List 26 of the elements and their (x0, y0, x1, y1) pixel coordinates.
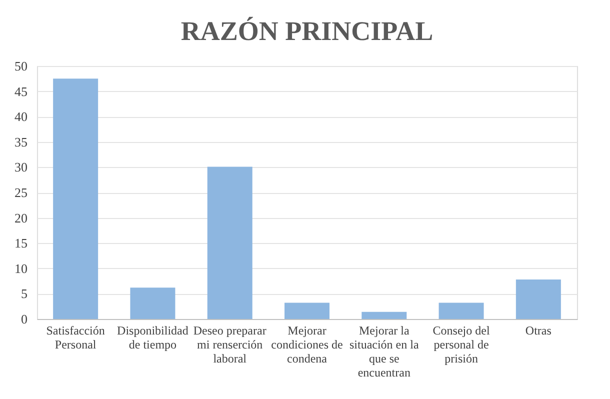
bar (207, 166, 252, 319)
y-tick-label: 35 (14, 134, 28, 150)
x-tick-label: Satisfacción Personal (46, 324, 105, 352)
x-tick-label: Deseo preparar mi renserción laboral (193, 324, 266, 366)
y-tick-label: 15 (14, 236, 28, 251)
x-tick-label: Consejo del personal de prisión (432, 324, 490, 366)
y-tick-label: 40 (14, 109, 28, 124)
bar (438, 302, 484, 319)
x-tick-label: Mejorar la situación en la que se encuentran (349, 324, 420, 380)
bar (53, 78, 98, 319)
chart-title: RAZÓN PRINCIPAL (180, 16, 434, 46)
y-tick-label: 50 (14, 58, 28, 74)
bar (284, 302, 330, 319)
bar (130, 288, 176, 319)
y-tick-label: 0 (21, 312, 28, 326)
bar (362, 312, 407, 319)
x-tick-label: Otras (525, 324, 552, 338)
y-tick-label: 30 (14, 160, 28, 175)
x-tick-label: Disponibilidad de tiempo (117, 324, 188, 352)
x-tick-label: Mejorar condiciones de condena (271, 324, 343, 366)
y-tick-label: 10 (14, 260, 28, 276)
y-tick-label: 5 (21, 286, 28, 302)
y-tick-label: 25 (14, 185, 28, 200)
y-tick-label: 45 (14, 84, 28, 99)
y-tick-label: 20 (14, 210, 28, 226)
bar (516, 280, 561, 319)
